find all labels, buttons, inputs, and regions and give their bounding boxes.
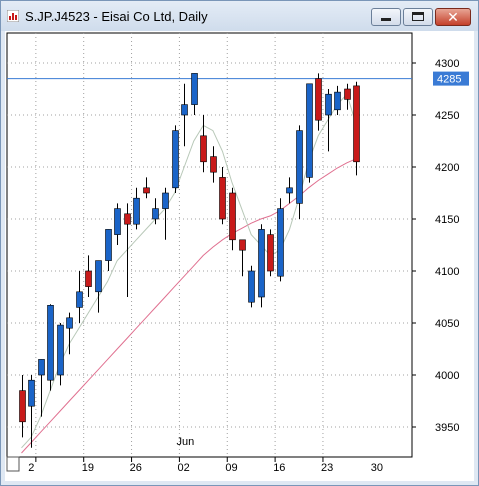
candle-body[interactable] — [296, 130, 303, 204]
candlestick-chart[interactable]: 3950 4000 4050 4100 4150 4200 4250 4300 4285 2 19 2… — [5, 31, 474, 481]
candle-body[interactable] — [239, 239, 246, 251]
plot-area — [6, 32, 413, 458]
x-tick-label: 26 — [130, 462, 142, 474]
candle-body[interactable] — [277, 208, 284, 277]
candle-body[interactable] — [248, 270, 255, 303]
candle-body[interactable] — [258, 229, 265, 298]
app-chart-icon — [7, 10, 19, 22]
candle-body[interactable] — [191, 73, 198, 105]
candle-body[interactable] — [66, 317, 73, 329]
month-label: Jun — [177, 436, 195, 448]
candle-body[interactable] — [114, 208, 121, 235]
y-tick-label: 4050 — [435, 318, 459, 330]
candle-body[interactable] — [28, 379, 35, 407]
candle-body[interactable] — [334, 91, 341, 111]
minimize-icon — [381, 18, 391, 21]
candle-body[interactable] — [162, 192, 169, 209]
y-tick-label: 4200 — [435, 162, 459, 174]
x-tick-label: 19 — [82, 462, 94, 474]
title-bar[interactable]: S.JP.J4523 - Eisai Co Ltd, Daily ✕ — [1, 1, 478, 31]
candle-body[interactable] — [105, 229, 112, 261]
window-title: S.JP.J4523 - Eisai Co Ltd, Daily — [25, 9, 208, 24]
candle-body[interactable] — [306, 83, 313, 178]
candle-body[interactable] — [133, 197, 140, 225]
candle-body[interactable] — [200, 135, 207, 163]
candle-body[interactable] — [286, 187, 293, 194]
candle-body[interactable] — [267, 234, 274, 272]
candle-body[interactable] — [229, 192, 236, 241]
x-tick-label: 30 — [371, 462, 383, 474]
candle-body[interactable] — [85, 270, 92, 287]
candle-body[interactable] — [315, 78, 322, 121]
candle-body[interactable] — [76, 291, 83, 308]
x-tick-label: 09 — [225, 462, 237, 474]
candle-body[interactable] — [95, 260, 102, 293]
maximize-icon — [412, 12, 424, 21]
scroll-box[interactable] — [6, 456, 20, 472]
candle-body[interactable] — [181, 104, 188, 116]
y-tick-label: 4250 — [435, 110, 459, 122]
minimize-button[interactable] — [371, 8, 401, 26]
y-tick-label: 4300 — [435, 58, 459, 70]
close-icon: ✕ — [447, 9, 459, 25]
current-price-tag — [433, 71, 469, 86]
candle-body[interactable] — [152, 208, 159, 220]
candle-body[interactable] — [57, 324, 64, 376]
candle-body[interactable] — [353, 85, 360, 163]
close-button[interactable]: ✕ — [435, 8, 471, 26]
candle-body[interactable] — [219, 177, 226, 220]
x-tick-label: 02 — [177, 462, 189, 474]
candle-body[interactable] — [344, 88, 351, 100]
candle-body[interactable] — [210, 156, 217, 173]
candle-body[interactable] — [172, 130, 179, 189]
chart-frame: 3950 4000 4050 4100 4150 4200 4250 4300 4285 2 19 2… — [5, 31, 474, 481]
y-tick-label: 3950 — [435, 422, 459, 434]
maximize-button[interactable] — [403, 8, 433, 26]
candle-body[interactable] — [47, 305, 54, 381]
y-tick-label: 4150 — [435, 214, 459, 226]
candle-body[interactable] — [19, 390, 26, 423]
current-price-label: 4285 — [437, 74, 461, 86]
x-tick-label: 23 — [321, 462, 333, 474]
candle-body[interactable] — [143, 187, 150, 194]
y-tick-label: 4000 — [435, 370, 459, 382]
candle-body[interactable] — [38, 359, 45, 376]
x-tick-label: 2 — [28, 462, 34, 474]
candle-body[interactable] — [124, 213, 131, 225]
candle-body[interactable] — [325, 93, 332, 116]
y-tick-label: 4100 — [435, 266, 459, 278]
x-tick-label: 16 — [273, 462, 285, 474]
